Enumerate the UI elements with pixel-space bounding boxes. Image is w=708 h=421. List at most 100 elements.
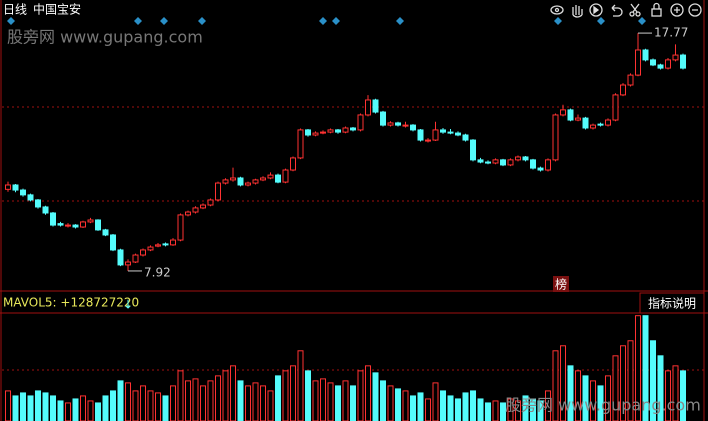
candle-body <box>207 199 214 206</box>
candle-body <box>417 129 424 141</box>
zoom-out-icon[interactable] <box>688 3 702 17</box>
volume-bar <box>365 365 371 421</box>
watermark: 股旁网 www.gupang.com <box>505 396 701 415</box>
volume-bar <box>275 375 281 421</box>
candle-body <box>432 129 439 141</box>
volume-bar <box>335 385 341 421</box>
candle-body <box>95 219 101 231</box>
candle-body <box>560 109 566 116</box>
price-panel: 17.77 7.92 <box>5 26 688 279</box>
candle-body <box>492 159 499 164</box>
candle-body <box>230 177 236 181</box>
volume-bar <box>455 398 461 421</box>
candle-body <box>192 207 199 213</box>
volume-bar <box>297 350 304 421</box>
candle-body <box>65 224 71 227</box>
volume-bar <box>87 400 94 421</box>
candle-body <box>297 129 304 159</box>
candle-body <box>170 239 176 246</box>
volume-bar <box>395 388 401 421</box>
volume-bar <box>492 400 499 421</box>
volume-bar <box>230 365 236 421</box>
candle-body <box>162 243 169 246</box>
candle-body <box>597 123 604 126</box>
candle-body <box>635 49 641 76</box>
candle-body <box>5 184 11 190</box>
indicator-button[interactable]: 指标说明 <box>648 296 696 311</box>
candle-body <box>335 129 341 133</box>
candle-body <box>440 129 446 133</box>
volume-bar <box>35 390 41 421</box>
candle-body <box>12 184 19 191</box>
volume-bar <box>132 390 139 421</box>
indicator-label: MAVOL5: +128727220 <box>3 296 139 310</box>
volume-bar <box>380 380 386 421</box>
volume-bar <box>110 390 116 421</box>
badge-box[interactable] <box>553 276 569 292</box>
volume-bar <box>327 382 334 421</box>
candle-body <box>35 199 41 208</box>
hand-icon[interactable] <box>572 5 583 18</box>
volume-bar <box>680 370 686 421</box>
volume-bar <box>65 402 71 421</box>
candle-body <box>590 124 596 129</box>
candle-body <box>462 134 469 141</box>
candle-body <box>290 157 296 171</box>
candle-body <box>57 223 64 226</box>
zoom-in-icon[interactable] <box>670 3 684 17</box>
volume-bar <box>477 398 484 421</box>
volume-bar <box>200 385 206 421</box>
candle-body <box>267 174 274 179</box>
candle-body <box>402 124 409 127</box>
candle-body <box>612 94 619 121</box>
candle-body <box>627 74 634 86</box>
candle-body <box>665 59 671 69</box>
indicator-button-box[interactable] <box>639 292 705 314</box>
volume-bar <box>575 370 581 421</box>
volume-bar <box>657 355 664 421</box>
watermark: 股旁网 www.gupang.com <box>7 28 203 47</box>
candle-body <box>350 127 356 131</box>
candle-body <box>485 161 491 164</box>
volume-bar <box>402 390 409 421</box>
volume-bar <box>222 370 229 421</box>
volume-bar <box>350 385 356 421</box>
volume-bar <box>72 398 79 421</box>
candle-body <box>252 179 259 184</box>
volume-bar <box>267 390 274 421</box>
candle-body <box>20 189 26 196</box>
volume-bar <box>162 395 169 421</box>
candle-body <box>125 261 131 266</box>
cut-icon[interactable] <box>629 3 641 17</box>
candle-body <box>380 111 386 126</box>
candle-body <box>357 114 364 131</box>
volume-bar <box>290 365 296 421</box>
eye-icon[interactable] <box>550 5 564 15</box>
volume-bar <box>192 378 199 421</box>
candle-body <box>320 131 326 134</box>
undo-icon[interactable] <box>611 4 623 17</box>
volume-bar <box>567 365 574 421</box>
volume-bar <box>147 390 154 421</box>
candle-body <box>582 117 589 129</box>
candle-body <box>177 214 184 241</box>
badge[interactable]: 榜 <box>555 277 567 292</box>
lock-icon[interactable] <box>651 2 662 17</box>
volume-bar <box>425 398 431 421</box>
volume-bar <box>57 400 64 421</box>
candle-body <box>620 84 626 96</box>
candle-body <box>102 229 109 236</box>
volume-bar <box>665 370 671 421</box>
play-icon[interactable] <box>589 3 603 17</box>
candle-body <box>372 99 379 113</box>
min-label: 7.92 <box>144 265 171 279</box>
toolbar <box>550 2 702 18</box>
period[interactable]: 日线 <box>3 3 27 17</box>
candle-body <box>387 122 394 126</box>
volume-bar <box>605 375 611 421</box>
volume-bar <box>417 392 424 421</box>
candle-body <box>522 156 529 161</box>
candle-body <box>575 117 581 121</box>
volume-bar <box>102 395 109 421</box>
